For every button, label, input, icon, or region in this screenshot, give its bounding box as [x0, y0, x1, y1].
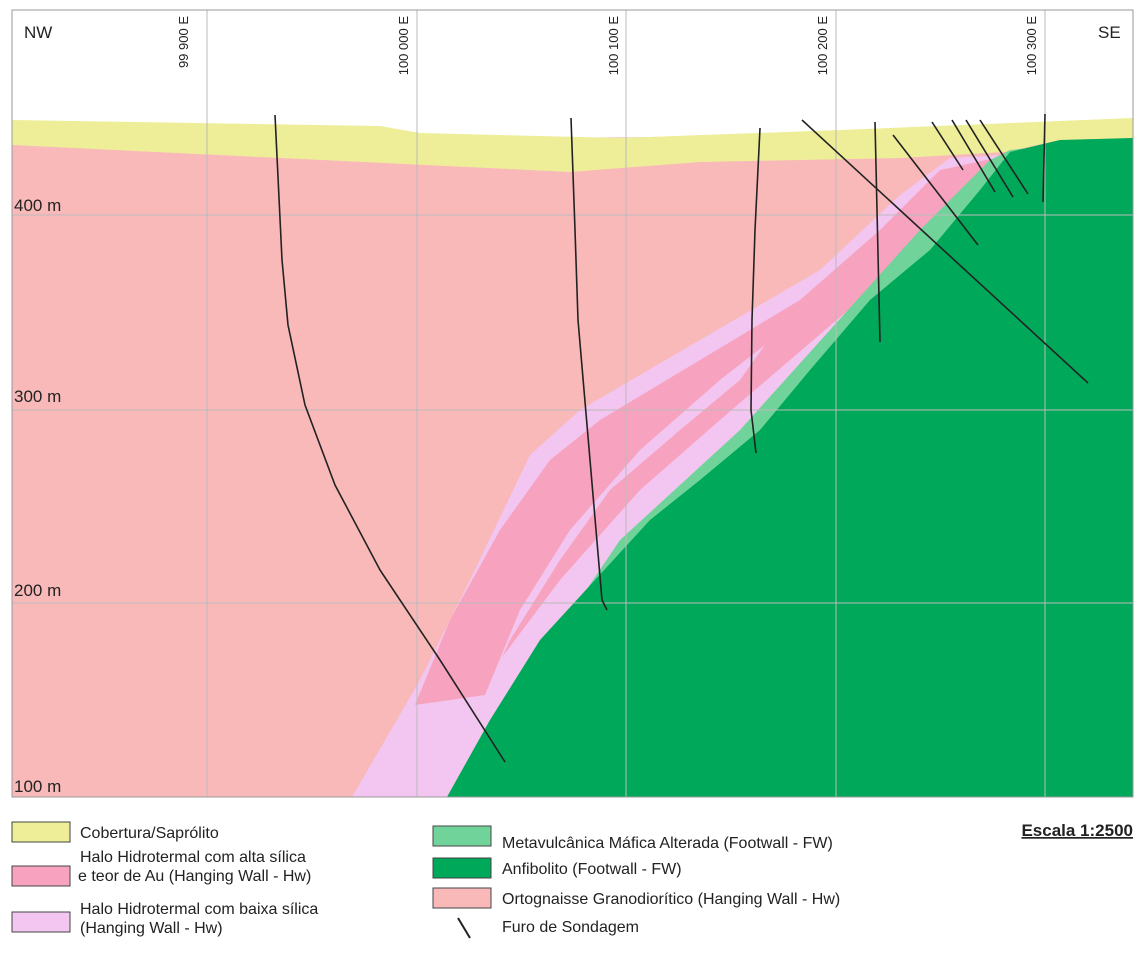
drill-hole	[1042, 113, 1046, 203]
easting-label: 100 300 E	[1024, 16, 1039, 76]
drill-hole	[570, 117, 608, 611]
legend-swatch	[432, 825, 492, 847]
corner-nw: NW	[24, 23, 52, 42]
grid	[12, 10, 1133, 797]
legend-label: (Hanging Wall - Hw)	[80, 920, 223, 937]
easting-label: 100 200 E	[815, 16, 830, 76]
drill-hole	[274, 114, 506, 763]
legend-swatch	[432, 857, 492, 879]
drill-hole	[892, 134, 979, 246]
legend-label: Cobertura/Saprólito	[80, 825, 219, 842]
elevation-label: 100 m	[14, 777, 61, 796]
drill-hole	[750, 127, 761, 454]
legend-label: Halo Hidrotermal com alta sílica	[80, 849, 306, 866]
legend-label: Furo de Sondagem	[502, 919, 639, 936]
drill-hole	[931, 121, 964, 171]
legend-label: Halo Hidrotermal com baixa sílica	[80, 901, 318, 918]
easting-label: 100 000 E	[396, 16, 411, 76]
easting-label: 100 100 E	[606, 16, 621, 76]
anfibolito	[447, 138, 1133, 797]
legend-swatch	[11, 865, 71, 887]
corner-se: SE	[1098, 23, 1121, 42]
drill-hole	[874, 121, 881, 343]
legend-label: Anfibolito (Footwall - FW)	[502, 861, 682, 878]
legend-label: e teor de Au (Hanging Wall - Hw)	[78, 868, 311, 885]
halo-alta-silica	[415, 157, 1005, 705]
legend-swatch	[11, 911, 71, 933]
legend-drill-symbol	[457, 917, 471, 939]
elevation-label: 400 m	[14, 196, 61, 215]
drill-hole	[965, 119, 1014, 198]
easting-label: 99 900 E	[176, 16, 191, 68]
elevation-label: 200 m	[14, 581, 61, 600]
scale: Escala 1:2500	[1021, 821, 1133, 840]
halo-lens	[485, 345, 765, 695]
drill-holes	[274, 113, 1089, 763]
legend-label: Metavulcânica Máfica Alterada (Footwall …	[502, 835, 833, 852]
frame	[11, 9, 1134, 798]
drill-hole	[951, 119, 996, 193]
elevation-label: 300 m	[14, 387, 61, 406]
legend-label: Ortognaisse Granodiorítico (Hanging Wall…	[502, 891, 840, 908]
legend-swatch	[432, 887, 492, 909]
drill-hole	[801, 119, 1089, 384]
drill-hole	[979, 119, 1029, 195]
legend-swatch	[11, 821, 71, 843]
